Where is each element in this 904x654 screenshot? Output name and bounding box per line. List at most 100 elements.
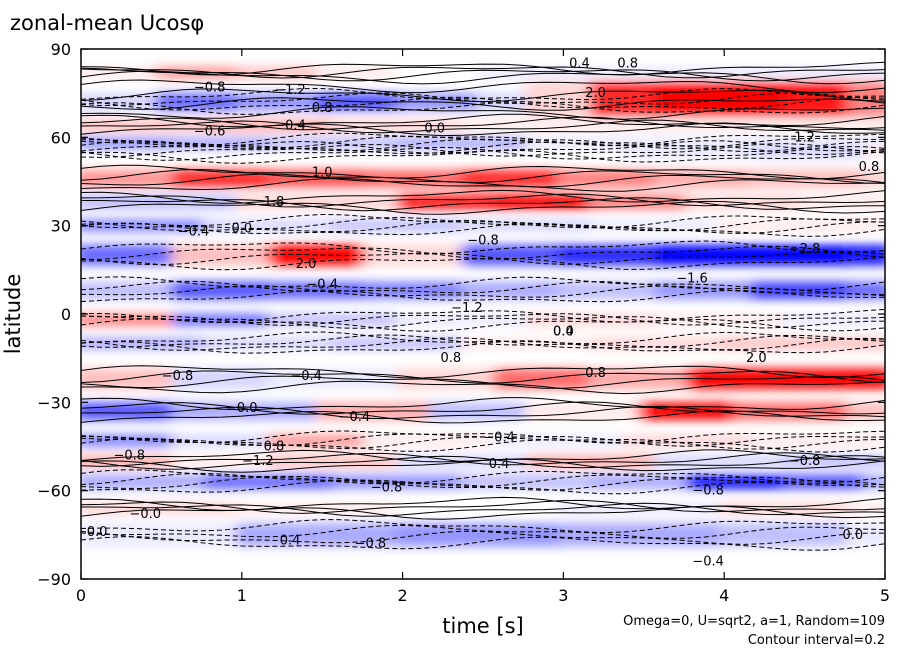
- field-cell: [81, 169, 184, 188]
- contour-label: −0.8: [162, 369, 194, 384]
- heatmap-field: 0.4 0.82.0−0.8 −1.20.8−0.4−0.6 0.01.21.01.8…: [81, 57, 885, 569]
- y-tick-label: −90: [37, 570, 71, 589]
- field-cell: [171, 244, 280, 266]
- y-tick-label: −30: [37, 393, 71, 412]
- contour-line: [81, 92, 885, 107]
- field-cell: [718, 523, 859, 547]
- x-tick-label: 2: [398, 586, 408, 605]
- field-cell: [171, 281, 280, 300]
- field-cell: [396, 194, 506, 210]
- contour-line: [81, 189, 885, 204]
- field-cell: [364, 434, 506, 447]
- field-cell: [396, 523, 570, 547]
- y-tick-label: 30: [51, 217, 71, 236]
- contour-line: [81, 101, 885, 115]
- contour-label: −0.0: [226, 401, 258, 416]
- field-cell: [171, 434, 280, 447]
- field-cell: [460, 219, 602, 232]
- x-tick-label: 5: [880, 586, 890, 605]
- annotation-contour-interval: Contour interval=0.2: [748, 633, 885, 648]
- annotation-run-params: Omega=0, U=sqrt2, a=1, Random=109: [623, 614, 885, 629]
- contour-line: [81, 430, 885, 444]
- contour-label: −0.8: [355, 537, 387, 552]
- field-cell: [364, 281, 473, 300]
- contour-line: [81, 66, 885, 79]
- field-cell: [525, 455, 666, 468]
- field-cell: [81, 93, 168, 111]
- field-cell: [235, 194, 409, 210]
- contour-line: [81, 193, 885, 208]
- contour-line: [81, 79, 885, 94]
- contour-line: [81, 455, 885, 470]
- contour-label: −0.8: [692, 484, 724, 499]
- contour-label: −0.4: [306, 278, 338, 293]
- field-cell: [782, 368, 875, 390]
- contour-line: [81, 140, 885, 154]
- field-cell: [396, 137, 538, 150]
- field-cell: [557, 244, 666, 266]
- field-cell: [171, 314, 280, 326]
- field-cell: [477, 66, 885, 79]
- contour-line: [81, 164, 885, 180]
- contour-line: [81, 97, 885, 111]
- field-cell: [81, 434, 184, 447]
- field-cell: [493, 194, 602, 210]
- contour-label: 0.0: [231, 222, 252, 237]
- contour-label: −0.8: [194, 80, 226, 95]
- contour-line: [81, 219, 885, 234]
- x-axis-label: time [s]: [442, 614, 523, 638]
- contour-line: [81, 197, 885, 212]
- contour-label: 0.4: [489, 457, 510, 472]
- field-cell: [81, 474, 216, 490]
- field-cell: [364, 244, 473, 266]
- contour-line: [81, 250, 885, 266]
- y-tick-label: −60: [37, 482, 71, 501]
- contour-line: [81, 87, 885, 101]
- field-cell: [81, 523, 248, 547]
- field-cell: [171, 455, 280, 468]
- field-cell: [750, 281, 859, 300]
- field-cell: [396, 502, 570, 515]
- contour-line: [81, 240, 885, 255]
- field-cell: [155, 93, 248, 111]
- field-cell: [589, 474, 699, 490]
- contour-line: [81, 132, 885, 147]
- contour-label: −0.4: [274, 119, 306, 134]
- contour-label: −0.8: [467, 233, 499, 248]
- contour-label: −1.2: [451, 301, 483, 316]
- field-cell: [846, 244, 885, 266]
- field-cell: [862, 368, 885, 390]
- contour-line: [81, 222, 885, 237]
- field-cell: [557, 169, 666, 188]
- field-cell: [750, 146, 875, 158]
- contour-label: −0.6: [194, 124, 226, 139]
- field-cell: [81, 502, 248, 515]
- contour-line: [81, 61, 885, 76]
- contour-label: 0.0: [424, 122, 445, 137]
- contour-label: 0.4: [553, 325, 574, 340]
- y-tick-label: 60: [51, 128, 71, 147]
- contour-label: 0.0: [553, 325, 574, 340]
- field-cell: [267, 434, 377, 447]
- x-tick-label: 0: [76, 586, 86, 605]
- field-cell: [267, 314, 409, 326]
- contour-line: [81, 137, 885, 153]
- contour-line: [81, 499, 885, 514]
- contour-line: [81, 213, 885, 229]
- contour-line: [81, 318, 885, 332]
- field-cell: [235, 523, 409, 547]
- contour-line: [81, 397, 885, 411]
- contour-line: [81, 331, 885, 345]
- field-cell: [862, 146, 885, 158]
- contour-label: −0.8: [371, 481, 403, 496]
- field-cell: [460, 169, 570, 188]
- contour-label: −0.0: [130, 507, 162, 522]
- contour-line: [81, 173, 885, 188]
- contour-line: [81, 280, 885, 296]
- y-axis-label: latitude: [1, 274, 25, 355]
- field-cell: [203, 219, 345, 232]
- contour-line: [81, 524, 885, 539]
- field-cell: [267, 455, 409, 468]
- contour-label: 0.0: [87, 525, 108, 540]
- contour-line: [81, 519, 885, 534]
